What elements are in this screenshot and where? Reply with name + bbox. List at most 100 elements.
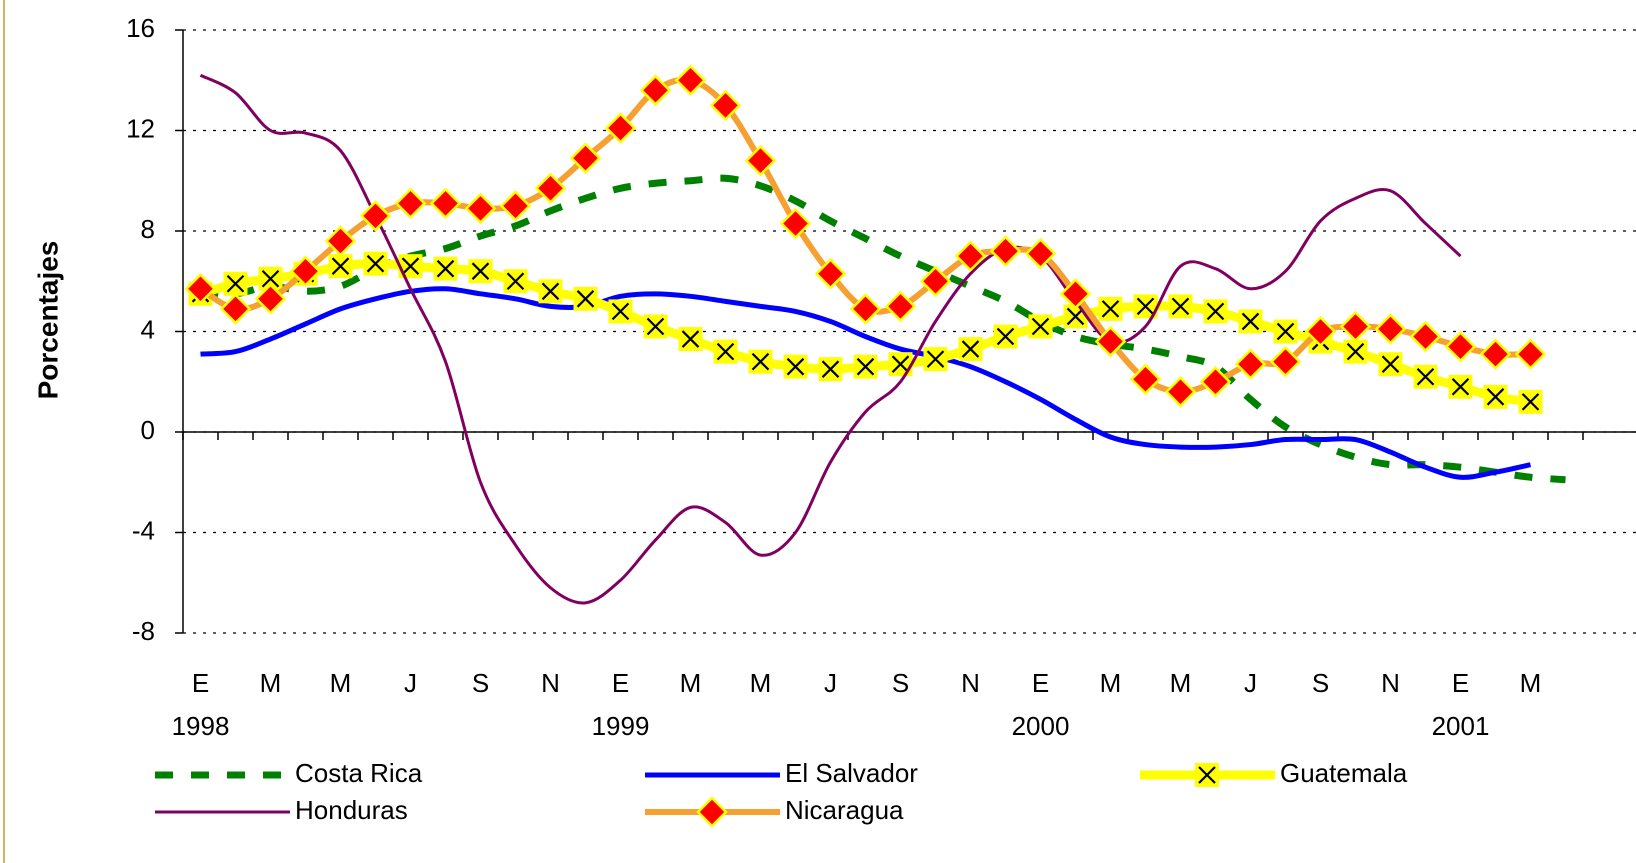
marker: [184, 273, 217, 305]
series-line: [200, 286, 1532, 480]
marker: [923, 347, 948, 372]
marker: [363, 251, 388, 276]
marker-x: [891, 355, 910, 373]
marker-x: [366, 254, 385, 273]
x-tick-label: M: [260, 668, 282, 698]
year-label: 2001: [1432, 711, 1490, 741]
x-tick-label: E: [1032, 668, 1049, 698]
marker: [1168, 294, 1193, 319]
legend-label: Costa Rica: [295, 758, 423, 788]
marker: [709, 89, 742, 122]
marker: [849, 293, 882, 325]
marker: [1444, 330, 1477, 363]
marker: [1374, 313, 1407, 345]
marker: [254, 283, 287, 315]
marker: [744, 144, 777, 177]
y-tick-label: 0: [141, 415, 155, 445]
marker: [674, 64, 707, 97]
marker-x: [821, 360, 840, 378]
marker: [1483, 384, 1508, 409]
marker: [1028, 314, 1053, 339]
marker-x: [1206, 302, 1225, 321]
marker-x: [506, 272, 525, 291]
marker-x: [646, 317, 665, 336]
marker-x: [961, 340, 980, 358]
marker: [468, 259, 493, 284]
x-tick-label: N: [541, 668, 560, 698]
marker: [219, 293, 252, 325]
x-tick-label: M: [750, 668, 772, 698]
marker-x: [681, 330, 700, 348]
x-tick-label: E: [192, 668, 209, 698]
marker: [779, 207, 812, 240]
marker-x: [611, 302, 630, 321]
x-tick-label: M: [1520, 668, 1542, 698]
x-tick-label: S: [472, 668, 489, 698]
marker: [1129, 363, 1162, 396]
year-label: 1998: [172, 711, 230, 741]
marker: [1195, 763, 1219, 787]
marker: [1203, 299, 1228, 324]
marker: [1409, 320, 1442, 353]
marker-x: [786, 357, 805, 376]
marker-x: [226, 274, 245, 293]
x-tick-label: E: [1452, 668, 1469, 698]
legend-label: Guatemala: [1280, 758, 1408, 788]
marker-x: [1381, 355, 1400, 373]
marker: [643, 314, 668, 339]
marker: [639, 74, 672, 107]
marker: [1448, 374, 1473, 399]
marker: [993, 324, 1018, 349]
marker: [748, 349, 773, 374]
marker: [503, 269, 528, 294]
marker: [1413, 364, 1438, 389]
marker-x: [541, 282, 560, 301]
marker: [289, 255, 322, 287]
marker-x: [401, 257, 420, 275]
marker: [958, 337, 983, 362]
x-tick-label: E: [612, 668, 629, 698]
marker: [573, 286, 598, 311]
y-tick-label: -4: [132, 515, 155, 545]
marker: [888, 352, 913, 377]
marker: [814, 257, 847, 290]
x-tick-label: J: [824, 668, 837, 698]
marker: [1234, 348, 1267, 380]
marker: [608, 299, 633, 324]
marker-x: [1451, 377, 1470, 396]
marker: [398, 254, 423, 279]
marker: [954, 240, 987, 272]
marker-x: [1521, 393, 1540, 411]
marker-x: [1486, 388, 1505, 406]
legend-label: Honduras: [295, 795, 408, 825]
marker: [818, 357, 843, 382]
marker: [696, 796, 728, 828]
marker-x: [1066, 307, 1085, 326]
series-line: [200, 174, 1566, 484]
marker: [324, 225, 357, 257]
legend-label: Nicaragua: [785, 795, 904, 825]
marker: [1059, 278, 1092, 310]
marker: [884, 290, 917, 323]
y-axis-label: Porcentajes: [32, 241, 63, 400]
marker-x: [751, 352, 770, 371]
year-label: 2000: [1012, 711, 1070, 741]
marker: [534, 172, 567, 205]
y-tick-label: 16: [126, 13, 155, 43]
x-tick-label: M: [1170, 668, 1192, 698]
marker-x: [436, 259, 455, 278]
marker: [1339, 310, 1372, 343]
marker: [464, 192, 497, 225]
marker: [1479, 338, 1512, 370]
marker: [989, 235, 1022, 267]
marker: [853, 354, 878, 379]
x-tick-label: S: [1312, 668, 1329, 698]
marker: [678, 327, 703, 352]
marker: [1238, 309, 1263, 334]
marker: [433, 256, 458, 281]
marker-x: [1241, 312, 1260, 331]
marker: [1273, 319, 1298, 344]
y-tick-label: 8: [141, 214, 155, 244]
marker-x: [1346, 342, 1365, 361]
